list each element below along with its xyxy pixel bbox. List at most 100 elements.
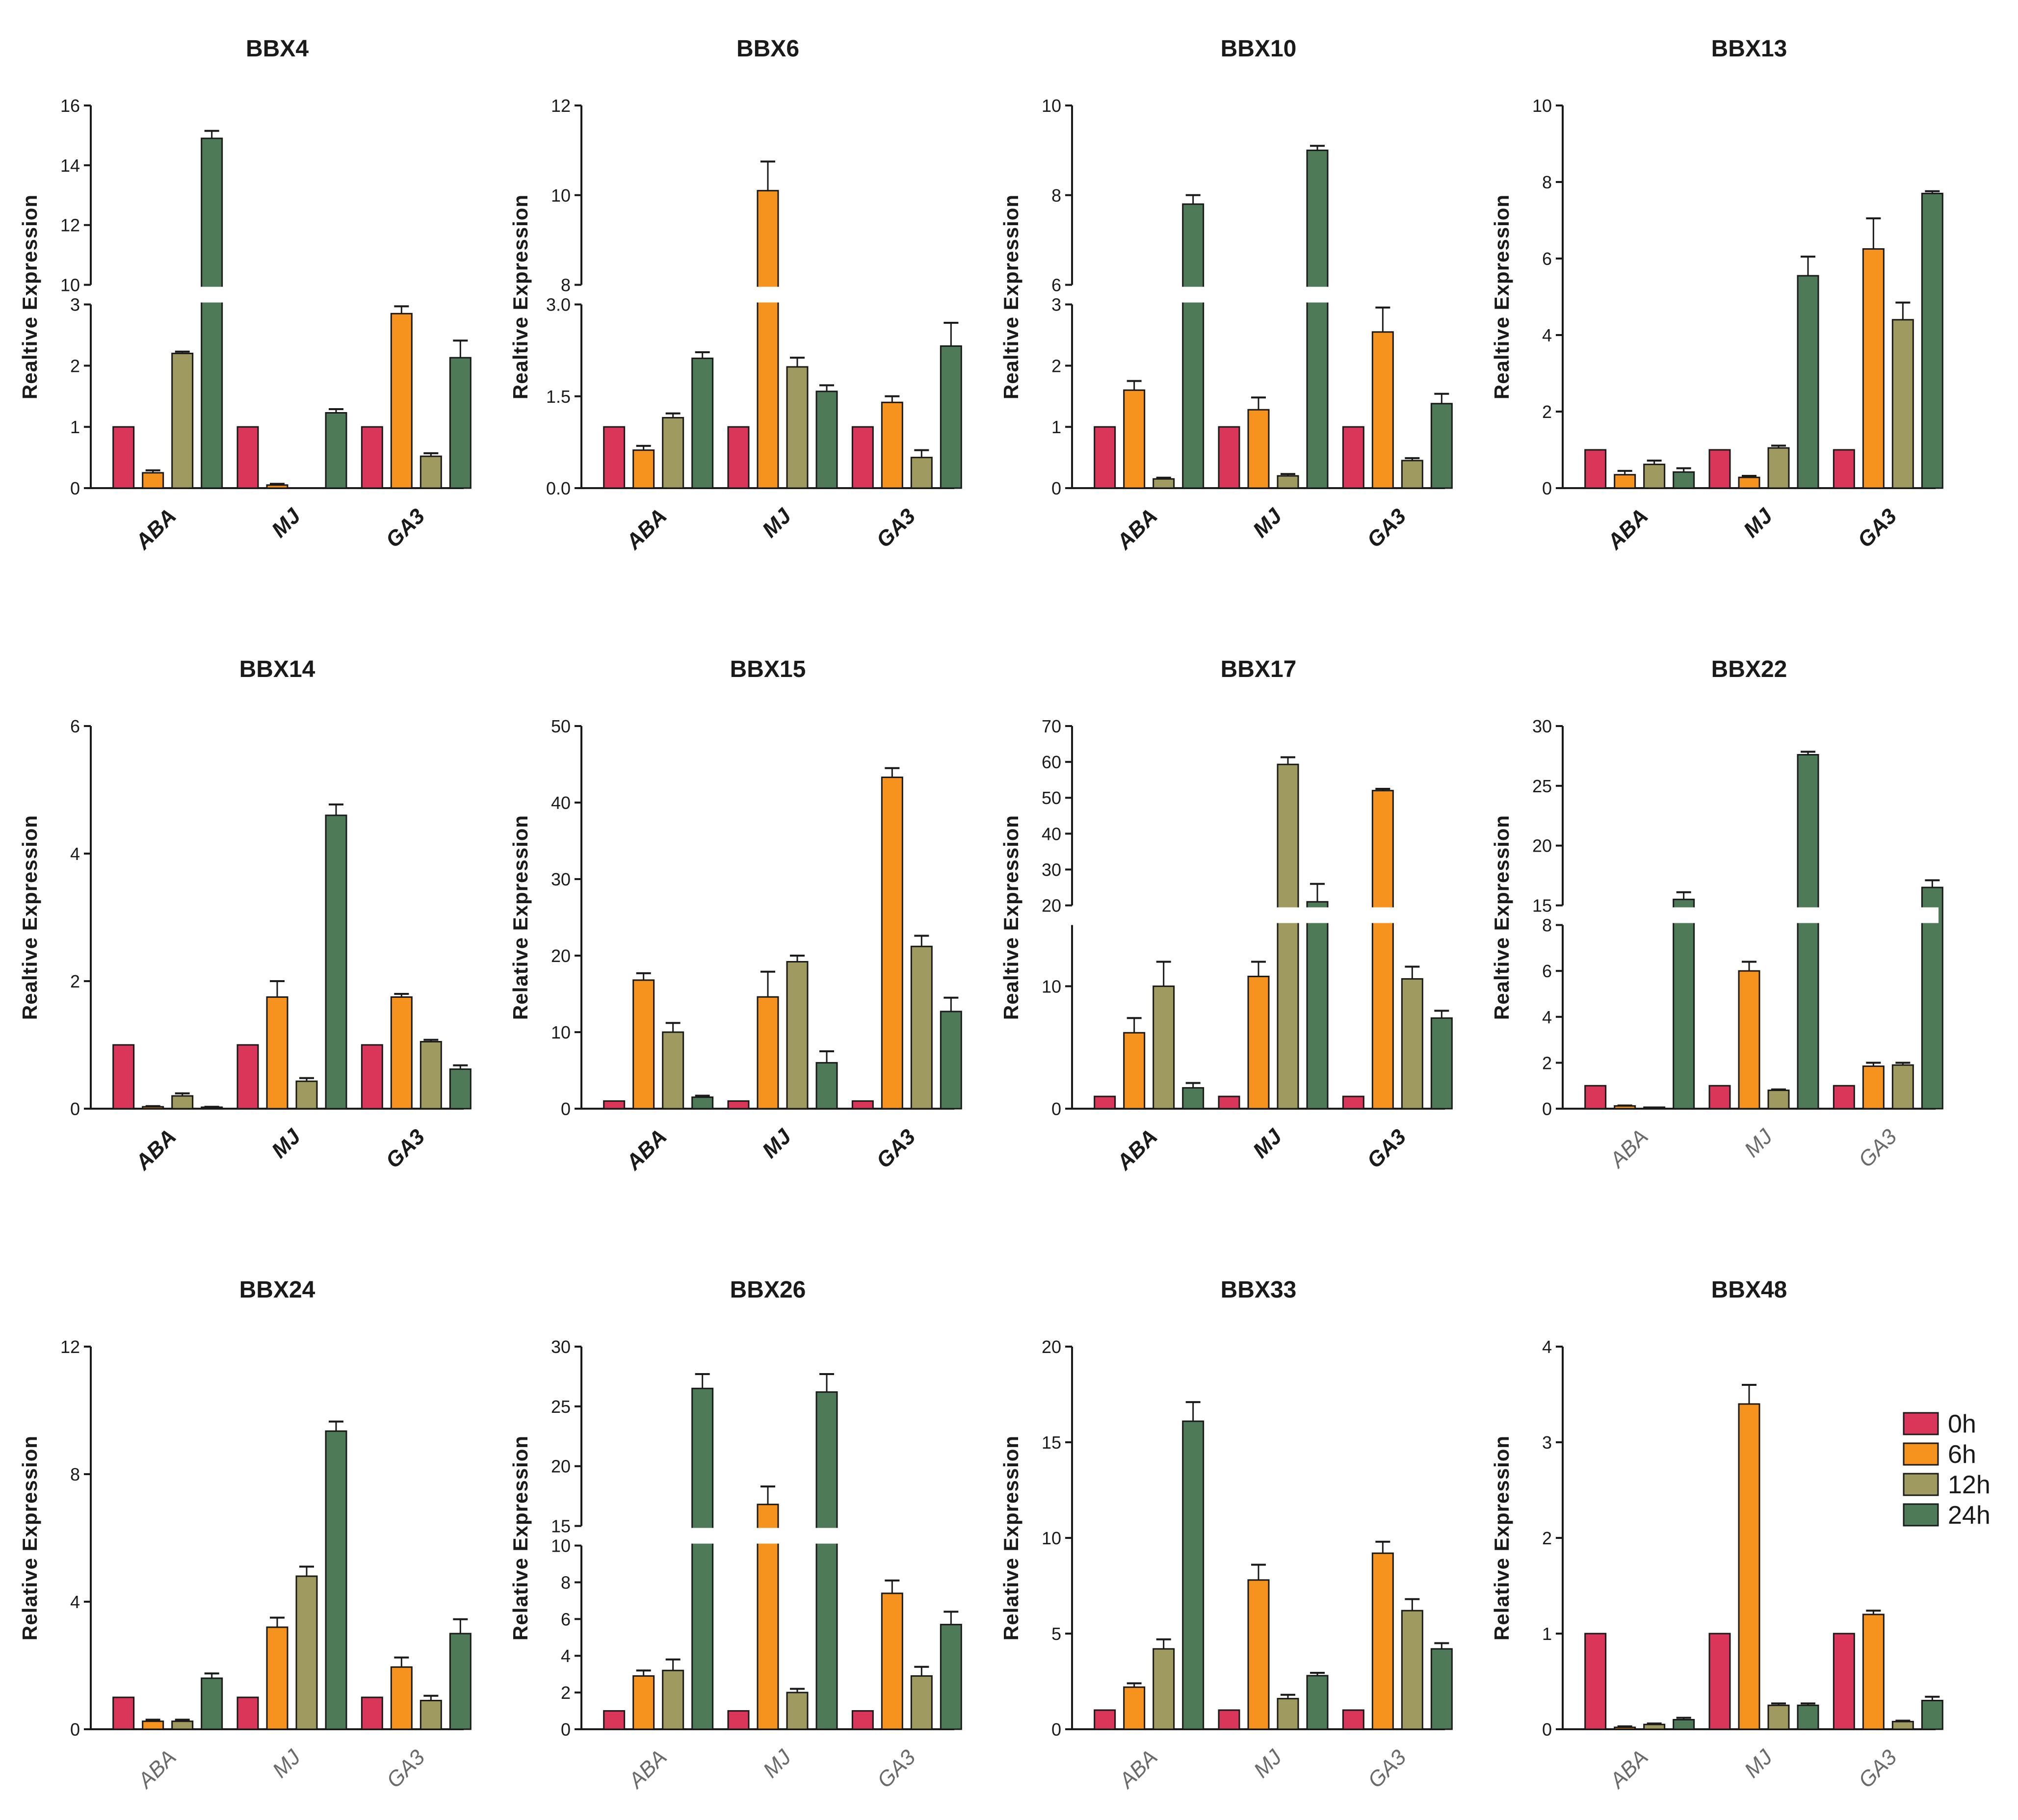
chart-bbx14: BBX14 Realtive Expression 0 2 4 6 ABA MJ GA3 [18,656,472,1175]
axis-break-gap [1075,286,1448,303]
bar-mj-0h [727,1710,750,1730]
bar-mj-12h [1767,1704,1790,1730]
bar-aba-0h [1094,1095,1116,1110]
bar-mj-24h [815,1391,838,1730]
axis-break-gap [1566,907,1939,923]
bar-ga3-24h [1921,886,1943,1110]
y-tick-label: 20 [1532,836,1552,856]
bar-aba-6h [1614,474,1636,489]
bar-ga3-0h [1342,426,1364,489]
x-category-label: ABA [623,1745,672,1794]
bar-ga3-24h [449,1068,472,1110]
y-tick-label: 6 [1542,249,1552,269]
bar-ga3-6h [1862,248,1885,489]
x-category-label: MJ [1248,1124,1287,1163]
bar-ga3-0h [1833,1633,1855,1730]
chart-bbx22: BBX22 Realtive Expression 0 2 4 6 815 20 25 30 ABA… [1490,656,1943,1173]
y-tick-label: 8 [561,275,571,295]
legend-swatch-6h [1903,1442,1939,1466]
y-axis-label: Relative Expression [509,815,532,1020]
bar-ga3-0h [361,426,383,489]
x-category-label: ABA [1604,1124,1653,1173]
bar-mj-24h [1797,754,1819,1110]
y-tick-label: 16 [60,96,80,116]
bar-aba-0h [112,1044,135,1110]
x-category-label: GA3 [872,1124,920,1173]
bar-aba-24h [1673,1719,1695,1730]
x-category-label: MJ [758,1124,796,1163]
bar-aba-24h [1673,471,1695,489]
y-tick-label: 8 [561,1572,571,1592]
y-tick-label: 20 [551,946,571,966]
bar-aba-6h [142,472,164,489]
bar-mj-24h [815,1062,838,1110]
chart-bbx15: BBX15 Relative Expression 0 10 20 30 40 50 ABA MJ… [509,656,962,1175]
y-tick-label: 4 [70,1592,80,1612]
bar-ga3-12h [1891,319,1914,489]
y-tick-label: 30 [1532,716,1552,736]
y-tick-label: 1 [1542,1624,1552,1644]
chart-title: BBX22 [1711,656,1787,682]
bar-aba-6h [142,1720,164,1730]
chart-title: BBX14 [239,656,315,682]
y-tick-label: 15 [1042,1432,1061,1453]
bar-mj-6h [1247,975,1270,1110]
bar-ga3-24h [940,345,962,489]
legend-label-6h: 6h [1948,1440,1976,1469]
bar-mj-0h [236,1696,259,1730]
x-category-label: MJ [267,1124,306,1163]
legend-label-12h: 12h [1948,1471,1991,1499]
x-category-label: MJ [1739,503,1778,542]
bar-ga3-24h [449,357,472,489]
x-category-label: MJ [1740,1745,1778,1783]
y-tick-label: 1.5 [546,387,571,407]
x-category-label: MJ [268,1745,306,1783]
y-tick-label: 12 [60,1337,80,1357]
bar-mj-6h [1738,1403,1760,1730]
y-tick-label: 10 [1042,976,1061,996]
y-tick-label: 10 [551,1536,571,1556]
bar-aba-12h [1643,1723,1666,1730]
chart-title: BBX33 [1221,1277,1297,1303]
bar-aba-24h [201,1677,223,1730]
y-tick-label: 1 [70,417,80,437]
y-tick-label: 15 [551,1516,571,1536]
bar-mj-6h [1738,970,1760,1110]
axis-break-gap [584,286,957,303]
bar-mj-0h [236,1044,259,1110]
bar-ga3-12h [1891,1720,1914,1730]
y-tick-label: 12 [551,96,571,116]
bar-ga3-12h [910,1675,933,1730]
bar-mj-12h [1767,1090,1790,1110]
bar-mj-12h [786,1691,809,1730]
bar-ga3-6h [390,996,413,1110]
chart-title: BBX10 [1221,36,1297,62]
bar-ga3-6h [1371,331,1394,489]
y-tick-label: 20 [551,1456,571,1477]
y-tick-label: 2 [1542,1053,1552,1073]
bar-aba-12h [662,1669,684,1730]
y-tick-label: 0 [561,1719,571,1740]
y-tick-label: 0 [1542,1099,1552,1119]
x-category-label: GA3 [1363,1124,1411,1173]
y-axis-label: Relative Expression [999,1435,1022,1640]
y-tick-label: 20 [1042,896,1061,916]
y-tick-label: 2 [70,356,80,376]
y-axis-label: Realtive Expression [1490,194,1513,399]
bar-mj-6h [266,996,288,1110]
bar-aba-24h [691,1096,714,1110]
bar-ga3-12h [1401,460,1423,489]
bar-mj-6h [757,996,779,1110]
y-axis-label: Realtive Expression [1490,815,1513,1020]
bar-mj-6h [266,1626,288,1730]
y-axis-label: Relative Expression [18,1435,41,1640]
bar-ga3-24h [940,1624,962,1730]
y-tick-label: 4 [70,844,80,864]
bar-aba-12h [1153,478,1175,489]
bar-aba-6h [632,1675,655,1730]
bar-mj-12h [295,1080,318,1110]
x-category-label: GA3 [1854,1745,1901,1793]
bar-mj-12h [295,1575,318,1730]
